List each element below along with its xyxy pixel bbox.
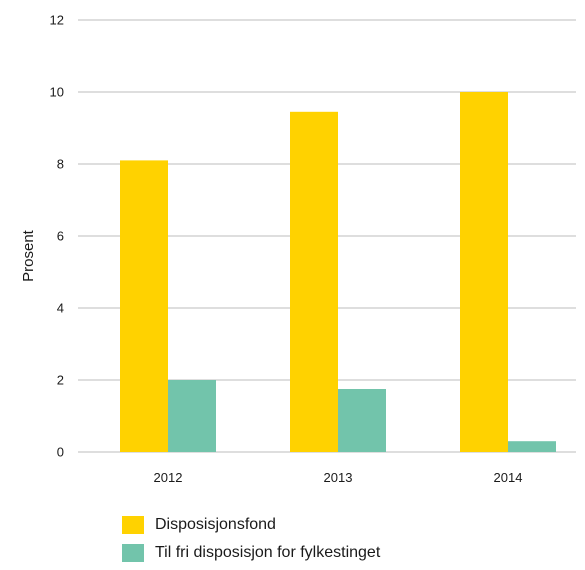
bar-2012-series-0	[120, 160, 168, 452]
bar-2012-series-1	[168, 380, 216, 452]
x-axis-ticks: 2012 2013 2014	[154, 470, 523, 485]
y-tick-label: 8	[57, 157, 64, 172]
x-tick-label: 2013	[324, 470, 353, 485]
legend-item-til-fri-disposisjon: Til fri disposisjon for fylkestinget	[122, 542, 380, 564]
x-tick-label: 2014	[494, 470, 523, 485]
bars	[120, 92, 556, 453]
y-axis-ticks: 0 2 4 6 8 10 12	[50, 13, 64, 460]
y-axis-label: Prosent	[20, 229, 37, 282]
x-tick-label: 2012	[154, 470, 183, 485]
y-tick-label: 2	[57, 373, 64, 388]
bar-chart: 0 2 4 6 8 10 12 2012 2013 2014 Prosent	[20, 13, 576, 485]
bar-2013-series-0	[290, 111, 338, 453]
y-tick-label: 0	[57, 445, 64, 460]
legend-swatch-disposisjonsfond	[122, 516, 144, 534]
y-tick-label: 10	[50, 85, 64, 100]
legend-item-disposisjonsfond: Disposisjonsfond	[122, 514, 380, 536]
y-tick-label: 12	[50, 13, 64, 28]
bar-2014-series-1	[508, 441, 556, 452]
legend: Disposisjonsfond Til fri disposisjon for…	[122, 514, 380, 570]
bar-2013-series-1	[338, 389, 386, 452]
legend-swatch-til-fri-disposisjon	[122, 544, 144, 562]
bar-2014-series-0	[460, 92, 508, 452]
y-tick-label: 4	[57, 301, 64, 316]
legend-label: Til fri disposisjon for fylkestinget	[155, 544, 381, 561]
legend-label: Disposisjonsfond	[155, 516, 276, 533]
y-tick-label: 6	[57, 229, 64, 244]
